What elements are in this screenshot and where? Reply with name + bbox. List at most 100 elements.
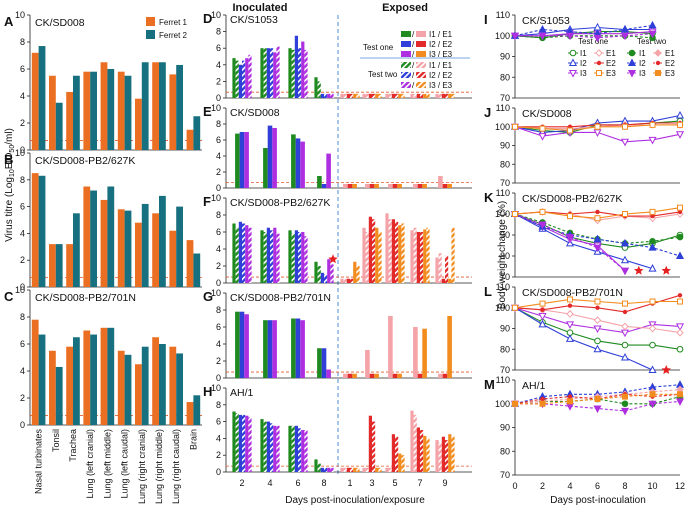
bar-E-e1-test-one-day-3: [365, 184, 370, 188]
bar-H-e1-test-one-day-5: [385, 467, 389, 472]
bar-C-ferret-1-6: [135, 364, 142, 425]
bar-F-e3-test-one-day-3: [375, 227, 379, 283]
bar-E-i3-test-one-day-8: [326, 153, 331, 188]
marker-J-i3-5: [648, 136, 657, 145]
y-tick-label-M: 110: [496, 375, 510, 385]
y-tick-label-B: 2: [20, 255, 25, 265]
legend-swatch-ferret-2: [146, 30, 155, 39]
bar-F-e2-test-two-day-7: [420, 232, 424, 283]
bar-C-ferret-1-7: [152, 337, 159, 425]
panel-label-K: K: [484, 190, 494, 205]
marker-M-i3-4: [620, 407, 630, 416]
bar-F-i2-test-two-day-6: [298, 232, 302, 283]
marker-J-i3-6: [675, 131, 685, 139]
marker-K-i3-4: [620, 267, 630, 276]
bar-E-i1-test-one-day-8: [317, 176, 322, 188]
bar-H-e1-test-two-day-3: [365, 467, 369, 472]
legend-i-label-i1: I1: [580, 49, 587, 58]
bar-H-i2-test-two-day-4: [270, 423, 274, 472]
marker-K-i2-5: [648, 264, 657, 272]
marker-I-i2-4: [620, 24, 630, 33]
bar-G-e1-test-one-day-5: [388, 315, 393, 378]
legend-i-marker-i3: [568, 70, 578, 78]
legend-label-row-3: I3 / E3: [429, 50, 453, 59]
bar-G-e1-test-one-day-3: [365, 349, 370, 378]
y-tick-label-G: 0: [216, 373, 221, 383]
marker-K-e2-5: [650, 213, 655, 219]
bar-D-e2-test-one-day-3: [368, 93, 372, 98]
marker-M-i1-4: [621, 400, 629, 408]
x-tick-label-days: 2: [540, 481, 545, 491]
bar-F-i3-test-one-day-8: [327, 259, 331, 283]
y-tick-label-B: 6: [20, 202, 25, 212]
bar-C-ferret-1-8: [169, 346, 177, 425]
marker-J-i2-6: [675, 110, 685, 119]
marker-K-e3-2: [567, 213, 573, 220]
bar-E-i1-test-one-day-4: [263, 148, 268, 188]
bar-H-i1-test-one-day-4: [260, 419, 264, 472]
x-tick-label-exposed: 1: [347, 478, 352, 488]
marker-M-i3-6: [675, 398, 685, 406]
category-label: Lung (left caudal): [120, 429, 130, 499]
bar-B-ferret-2-7: [159, 195, 166, 287]
bar-H-e3-test-two-day-1: [356, 467, 360, 472]
bar-G-i3-test-one-day-6: [300, 320, 305, 378]
x-tick-label-exposed: 7: [417, 478, 422, 488]
y-tick-label-G: 4: [216, 339, 221, 349]
bar-G-i2-test-one-day-2: [239, 311, 245, 378]
marker-L-e1-3: [593, 316, 602, 325]
marker-J-e3-2: [567, 127, 573, 134]
bar-H-i3-test-two-day-6: [304, 430, 308, 472]
bar-F-i2-test-one-day-2: [238, 221, 242, 283]
marker-L-i2-4: [620, 352, 630, 361]
legend-i-marker-e1: [595, 49, 603, 57]
bar-D-e3-test-one-day-7: [423, 93, 427, 98]
bar-F-e1-test-one-day-1: [340, 278, 344, 283]
bar-H-i2-test-two-day-8: [324, 467, 328, 472]
y-tick-label-E: 8: [216, 119, 221, 129]
y-tick-label-C: 0: [20, 420, 25, 430]
bar-E-e2-test-one-day-1: [347, 184, 353, 188]
bar-C-ferret-2-7: [159, 344, 166, 425]
bar-F-i2-test-two-day-8: [324, 274, 328, 283]
legend-swatch-i2: [401, 41, 411, 47]
bar-F-e1-test-two-day-3: [365, 232, 369, 283]
bar-F-e2-test-two-day-3: [372, 219, 376, 283]
bar-B-ferret-2-9: [193, 253, 201, 287]
bar-C-ferret-1-4: [100, 327, 108, 425]
legend-box: [357, 28, 472, 94]
bar-F-i1-test-two-day-8: [317, 266, 321, 283]
bar-D-e3-test-one-day-3: [375, 93, 379, 98]
bar-H-e2-test-two-day-3: [372, 421, 376, 472]
bar-C-ferret-2-9: [193, 395, 201, 425]
bar-G-i2-test-one-day-4: [267, 320, 273, 378]
bar-H-e1-test-one-day-1: [340, 467, 344, 472]
bar-D-i1-test-one-day-6: [288, 48, 292, 98]
legend-i-label-e3: E3: [606, 69, 616, 78]
bar-F-i3-test-one-day-2: [245, 225, 249, 283]
bar-D-i3-test-one-day-6: [301, 41, 305, 98]
bar-B-ferret-1-6: [135, 222, 142, 287]
bar-A-ferret-2-8: [176, 64, 183, 150]
bar-D-i2-test-two-day-8: [324, 93, 328, 98]
bar-F-i2-test-one-day-8: [320, 272, 324, 283]
bar-D-e3-test-one-day-9: [448, 93, 452, 98]
bar-F-e2-test-one-day-3: [368, 216, 372, 283]
marker-J-i3-1: [538, 133, 547, 141]
legend-i-marker-i2: [568, 58, 578, 66]
column-a-legend: Ferret 1 Ferret 2: [146, 17, 188, 40]
legend-test-two: Test two: [368, 70, 398, 79]
bar-D-e2-test-two-day-9: [445, 93, 449, 98]
bar-D-i2-test-one-day-4: [266, 48, 270, 98]
bar-D-e1-test-one-day-1: [340, 93, 344, 98]
bar-G-i3-test-one-day-4: [272, 320, 277, 378]
bar-A-ferret-2-6: [141, 62, 149, 150]
marker-M-e2-2: [567, 394, 573, 399]
legend-i-marker-i1: [628, 49, 636, 57]
marker-I-i3-5: [648, 30, 657, 39]
y-tick-label-A: 6: [20, 64, 25, 74]
marker-I-i3-1: [538, 32, 547, 41]
panel-title-A: CK/SD008: [35, 17, 85, 29]
legend-swatch-i1-hatched: [401, 62, 411, 68]
y-tick-label-D: 4: [216, 60, 221, 70]
